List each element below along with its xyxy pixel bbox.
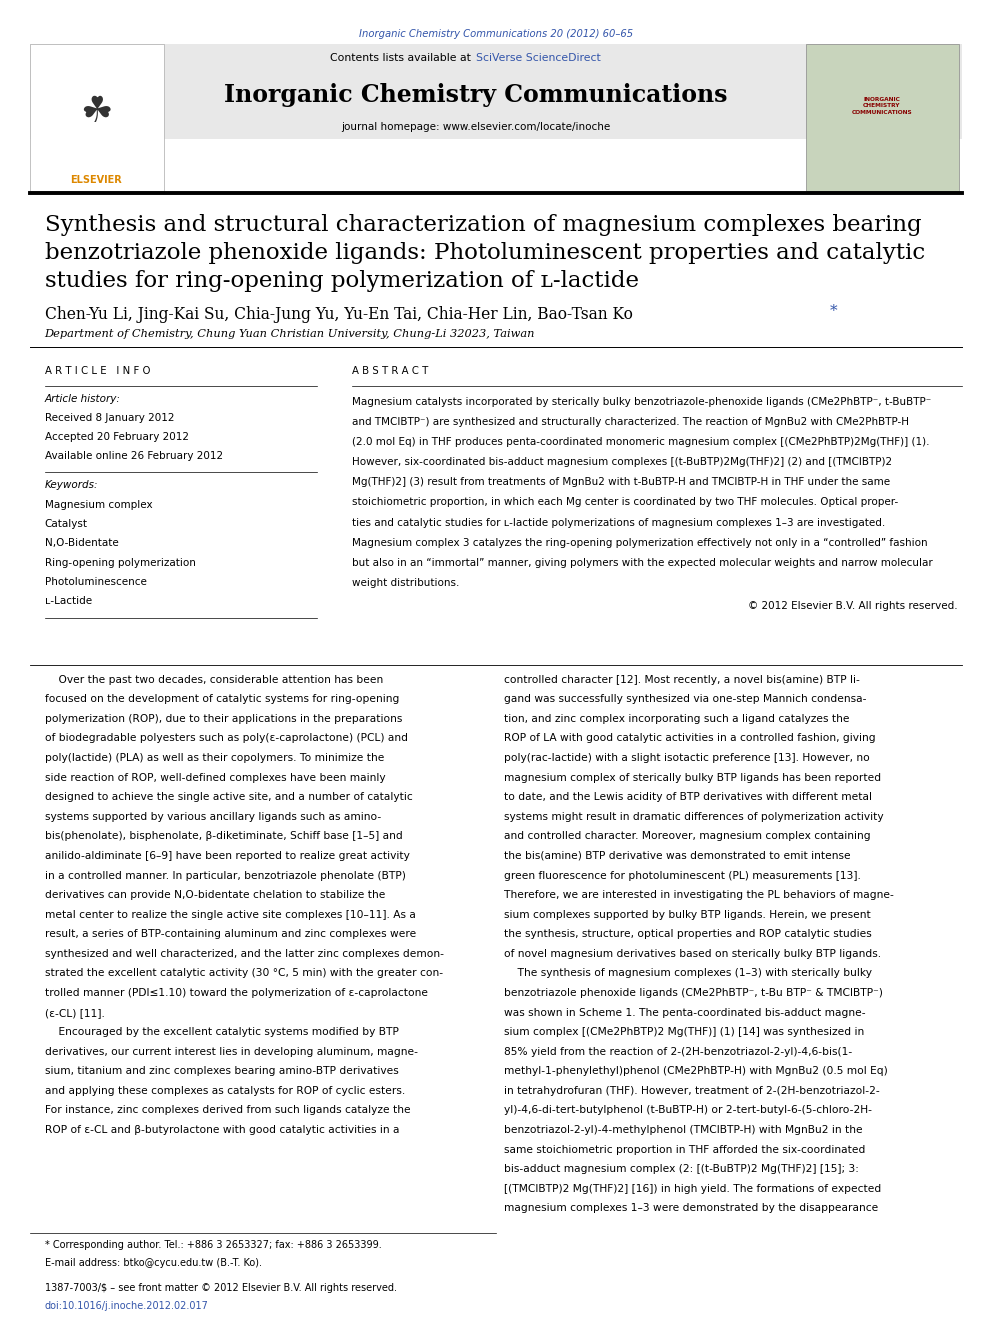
Text: Mg(THF)2] (3) result from treatments of MgnBu2 with t-BuBTP-H and TMClBTP-H in T: Mg(THF)2] (3) result from treatments of … <box>352 478 890 487</box>
Text: same stoichiometric proportion in THF afforded the six-coordinated: same stoichiometric proportion in THF af… <box>504 1144 865 1155</box>
Text: Keywords:: Keywords: <box>45 480 98 491</box>
Text: (2.0 mol Eq) in THF produces penta-coordinated monomeric magnesium complex [(CMe: (2.0 mol Eq) in THF produces penta-coord… <box>352 437 930 447</box>
Text: Inorganic Chemistry Communications 20 (2012) 60–65: Inorganic Chemistry Communications 20 (2… <box>359 29 633 40</box>
Text: (ε-CL) [11].: (ε-CL) [11]. <box>45 1008 104 1017</box>
Text: However, six-coordinated bis-adduct magnesium complexes [(t-BuBTP)2Mg(THF)2] (2): However, six-coordinated bis-adduct magn… <box>352 458 892 467</box>
Text: © 2012 Elsevier B.V. All rights reserved.: © 2012 Elsevier B.V. All rights reserved… <box>748 601 957 611</box>
Text: side reaction of ROP, well-defined complexes have been mainly: side reaction of ROP, well-defined compl… <box>45 773 385 783</box>
Text: E-mail address: btko@cycu.edu.tw (B.-T. Ko).: E-mail address: btko@cycu.edu.tw (B.-T. … <box>45 1258 262 1269</box>
Text: Therefore, we are interested in investigating the PL behaviors of magne-: Therefore, we are interested in investig… <box>504 890 894 900</box>
Text: Photoluminescence: Photoluminescence <box>45 577 147 587</box>
Text: but also in an “immortal” manner, giving polymers with the expected molecular we: but also in an “immortal” manner, giving… <box>352 558 932 568</box>
Text: The synthesis of magnesium complexes (1–3) with sterically bulky: The synthesis of magnesium complexes (1–… <box>504 968 872 979</box>
Text: Article history:: Article history: <box>45 394 120 405</box>
Text: ☘: ☘ <box>80 95 112 130</box>
Text: derivatives can provide N,O-bidentate chelation to stabilize the: derivatives can provide N,O-bidentate ch… <box>45 890 385 900</box>
Text: A R T I C L E   I N F O: A R T I C L E I N F O <box>45 366 150 377</box>
Text: bis(phenolate), bisphenolate, β-diketiminate, Schiff base [1–5] and: bis(phenolate), bisphenolate, β-diketimi… <box>45 831 403 841</box>
Text: focused on the development of catalytic systems for ring-opening: focused on the development of catalytic … <box>45 695 399 704</box>
Text: Synthesis and structural characterization of magnesium complexes bearing: Synthesis and structural characterizatio… <box>45 214 922 237</box>
Bar <box>30 44 164 191</box>
Text: systems supported by various ancillary ligands such as amino-: systems supported by various ancillary l… <box>45 812 381 822</box>
Text: [(TMClBTP)2 Mg(THF)2] [16]) in high yield. The formations of expected: [(TMClBTP)2 Mg(THF)2] [16]) in high yiel… <box>504 1184 881 1193</box>
Text: sium complexes supported by bulky BTP ligands. Herein, we present: sium complexes supported by bulky BTP li… <box>504 910 871 919</box>
Text: of novel magnesium derivatives based on sterically bulky BTP ligands.: of novel magnesium derivatives based on … <box>504 949 881 959</box>
Text: strated the excellent catalytic activity (30 °C, 5 min) with the greater con-: strated the excellent catalytic activity… <box>45 968 442 979</box>
Text: tion, and zinc complex incorporating such a ligand catalyzes the: tion, and zinc complex incorporating suc… <box>504 714 849 724</box>
Text: gand was successfully synthesized via one-step Mannich condensa-: gand was successfully synthesized via on… <box>504 695 866 704</box>
Text: bis-adduct magnesium complex (2: [(t-BuBTP)2 Mg(THF)2] [15]; 3:: bis-adduct magnesium complex (2: [(t-BuB… <box>504 1164 859 1175</box>
Text: and applying these complexes as catalysts for ROP of cyclic esters.: and applying these complexes as catalyst… <box>45 1086 405 1095</box>
Text: and TMClBTP⁻) are synthesized and structurally characterized. The reaction of Mg: and TMClBTP⁻) are synthesized and struct… <box>352 417 909 427</box>
Bar <box>30 44 962 139</box>
Bar <box>806 44 959 191</box>
Text: benzotriazole phenoxide ligands (CMe2PhBTP⁻, t-Bu BTP⁻ & TMClBTP⁻): benzotriazole phenoxide ligands (CMe2PhB… <box>504 988 883 998</box>
Text: *: * <box>829 304 837 319</box>
Text: Received 8 January 2012: Received 8 January 2012 <box>45 413 175 423</box>
Text: was shown in Scheme 1. The penta-coordinated bis-adduct magne-: was shown in Scheme 1. The penta-coordin… <box>504 1008 866 1017</box>
Text: polymerization (ROP), due to their applications in the preparations: polymerization (ROP), due to their appli… <box>45 714 402 724</box>
Text: * Corresponding author. Tel.: +886 3 2653327; fax: +886 3 2653399.: * Corresponding author. Tel.: +886 3 265… <box>45 1240 381 1250</box>
Text: result, a series of BTP-containing aluminum and zinc complexes were: result, a series of BTP-containing alumi… <box>45 929 416 939</box>
Text: Accepted 20 February 2012: Accepted 20 February 2012 <box>45 431 188 442</box>
Text: sium, titanium and zinc complexes bearing amino-BTP derivatives: sium, titanium and zinc complexes bearin… <box>45 1066 399 1077</box>
Text: SciVerse ScienceDirect: SciVerse ScienceDirect <box>476 53 601 64</box>
Text: A B S T R A C T: A B S T R A C T <box>352 366 429 377</box>
Text: 85% yield from the reaction of 2-(2H-benzotriazol-2-yl)-4,6-bis(1-: 85% yield from the reaction of 2-(2H-ben… <box>504 1046 852 1057</box>
Text: benzotriazol-2-yl)-4-methylphenol (TMClBTP-H) with MgnBu2 in the: benzotriazol-2-yl)-4-methylphenol (TMClB… <box>504 1125 863 1135</box>
Text: derivatives, our current interest lies in developing aluminum, magne-: derivatives, our current interest lies i… <box>45 1046 418 1057</box>
Text: magnesium complex of sterically bulky BTP ligands has been reported: magnesium complex of sterically bulky BT… <box>504 773 881 783</box>
Text: Magnesium catalysts incorporated by sterically bulky benzotriazole-phenoxide lig: Magnesium catalysts incorporated by ster… <box>352 397 931 407</box>
Text: the bis(amine) BTP derivative was demonstrated to emit intense: the bis(amine) BTP derivative was demons… <box>504 851 850 861</box>
Text: For instance, zinc complexes derived from such ligands catalyze the: For instance, zinc complexes derived fro… <box>45 1106 411 1115</box>
Text: 1387-7003/$ – see front matter © 2012 Elsevier B.V. All rights reserved.: 1387-7003/$ – see front matter © 2012 El… <box>45 1283 397 1294</box>
Text: metal center to realize the single active site complexes [10–11]. As a: metal center to realize the single activ… <box>45 910 416 919</box>
Text: Ring-opening polymerization: Ring-opening polymerization <box>45 558 195 568</box>
Text: ROP of ε-CL and β-butyrolactone with good catalytic activities in a: ROP of ε-CL and β-butyrolactone with goo… <box>45 1125 399 1135</box>
Text: anilido-aldiminate [6–9] have been reported to realize great activity: anilido-aldiminate [6–9] have been repor… <box>45 851 410 861</box>
Text: journal homepage: www.elsevier.com/locate/inoche: journal homepage: www.elsevier.com/locat… <box>341 122 611 132</box>
Text: synthesized and well characterized, and the latter zinc complexes demon-: synthesized and well characterized, and … <box>45 949 443 959</box>
Text: in tetrahydrofuran (THF). However, treatment of 2-(2H-benzotriazol-2-: in tetrahydrofuran (THF). However, treat… <box>504 1086 880 1095</box>
Text: and controlled character. Moreover, magnesium complex containing: and controlled character. Moreover, magn… <box>504 831 871 841</box>
Text: INORGANIC
CHEMISTRY
COMMUNICATIONS: INORGANIC CHEMISTRY COMMUNICATIONS <box>851 97 913 115</box>
Text: green fluorescence for photoluminescent (PL) measurements [13].: green fluorescence for photoluminescent … <box>504 871 861 881</box>
Text: in a controlled manner. In particular, benzotriazole phenolate (BTP): in a controlled manner. In particular, b… <box>45 871 406 881</box>
Text: weight distributions.: weight distributions. <box>352 578 459 587</box>
Text: ELSEVIER: ELSEVIER <box>70 175 122 185</box>
Text: ʟ-Lactide: ʟ-Lactide <box>45 595 92 606</box>
Text: trolled manner (PDI≤1.10) toward the polymerization of ε-caprolactone: trolled manner (PDI≤1.10) toward the pol… <box>45 988 428 998</box>
Text: stoichiometric proportion, in which each Mg center is coordinated by two THF mol: stoichiometric proportion, in which each… <box>352 497 899 508</box>
Text: studies for ring-opening polymerization of ʟ-lactide: studies for ring-opening polymerization … <box>45 270 639 292</box>
Text: methyl-1-phenylethyl)phenol (CMe2PhBTP-H) with MgnBu2 (0.5 mol Eq): methyl-1-phenylethyl)phenol (CMe2PhBTP-H… <box>504 1066 888 1077</box>
Text: the synthesis, structure, optical properties and ROP catalytic studies: the synthesis, structure, optical proper… <box>504 929 872 939</box>
Text: ROP of LA with good catalytic activities in a controlled fashion, giving: ROP of LA with good catalytic activities… <box>504 733 876 744</box>
Text: Magnesium complex 3 catalyzes the ring-opening polymerization effectively not on: Magnesium complex 3 catalyzes the ring-o… <box>352 537 928 548</box>
Text: poly(lactide) (PLA) as well as their copolymers. To minimize the: poly(lactide) (PLA) as well as their cop… <box>45 753 384 763</box>
Text: Department of Chemistry, Chung Yuan Christian University, Chung-Li 32023, Taiwan: Department of Chemistry, Chung Yuan Chri… <box>45 329 535 340</box>
Text: Contents lists available at: Contents lists available at <box>329 53 474 64</box>
Text: to date, and the Lewis acidity of BTP derivatives with different metal: to date, and the Lewis acidity of BTP de… <box>504 792 872 802</box>
Text: systems might result in dramatic differences of polymerization activity: systems might result in dramatic differe… <box>504 812 884 822</box>
Text: Encouraged by the excellent catalytic systems modified by BTP: Encouraged by the excellent catalytic sy… <box>45 1027 399 1037</box>
Text: designed to achieve the single active site, and a number of catalytic: designed to achieve the single active si… <box>45 792 413 802</box>
Text: magnesium complexes 1–3 were demonstrated by the disappearance: magnesium complexes 1–3 were demonstrate… <box>504 1204 878 1213</box>
Text: Catalyst: Catalyst <box>45 519 87 529</box>
Text: Chen-Yu Li, Jing-Kai Su, Chia-Jung Yu, Yu-En Tai, Chia-Her Lin, Bao-Tsan Ko: Chen-Yu Li, Jing-Kai Su, Chia-Jung Yu, Y… <box>45 306 638 323</box>
Text: sium complex [(CMe2PhBTP)2 Mg(THF)] (1) [14] was synthesized in: sium complex [(CMe2PhBTP)2 Mg(THF)] (1) … <box>504 1027 864 1037</box>
Text: N,O-Bidentate: N,O-Bidentate <box>45 538 118 549</box>
Text: of biodegradable polyesters such as poly(ε-caprolactone) (PCL) and: of biodegradable polyesters such as poly… <box>45 733 408 744</box>
Text: poly(rac-lactide) with a slight isotactic preference [13]. However, no: poly(rac-lactide) with a slight isotacti… <box>504 753 870 763</box>
Text: controlled character [12]. Most recently, a novel bis(amine) BTP li-: controlled character [12]. Most recently… <box>504 675 860 685</box>
Text: Inorganic Chemistry Communications: Inorganic Chemistry Communications <box>224 83 728 107</box>
Text: ties and catalytic studies for ʟ-lactide polymerizations of magnesium complexes : ties and catalytic studies for ʟ-lactide… <box>352 517 886 528</box>
Text: yl)-4,6-di-tert-butylphenol (t-BuBTP-H) or 2-tert-butyl-6-(5-chloro-2H-: yl)-4,6-di-tert-butylphenol (t-BuBTP-H) … <box>504 1106 872 1115</box>
Text: Available online 26 February 2012: Available online 26 February 2012 <box>45 451 223 462</box>
Text: benzotriazole phenoxide ligands: Photoluminescent properties and catalytic: benzotriazole phenoxide ligands: Photolu… <box>45 242 925 265</box>
Text: doi:10.1016/j.inoche.2012.02.017: doi:10.1016/j.inoche.2012.02.017 <box>45 1301 208 1311</box>
Text: Magnesium complex: Magnesium complex <box>45 500 152 511</box>
Text: Over the past two decades, considerable attention has been: Over the past two decades, considerable … <box>45 675 383 685</box>
